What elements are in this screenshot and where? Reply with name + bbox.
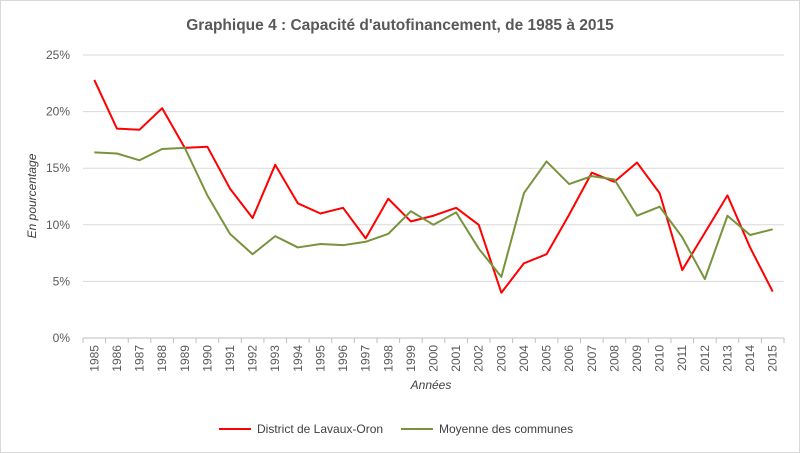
x-tick-label: 1992 xyxy=(246,345,260,372)
legend: District de Lavaux-Oron Moyenne des comm… xyxy=(219,422,573,436)
x-tick-label: 2007 xyxy=(585,345,599,372)
x-tick-label: 2000 xyxy=(427,345,441,372)
x-tick-label: 1993 xyxy=(268,345,282,372)
y-tick-label: 5% xyxy=(53,274,71,288)
gridlines xyxy=(83,54,784,339)
legend-label-moyenne: Moyenne des communes xyxy=(439,422,573,436)
x-tick-label: 2012 xyxy=(698,345,712,372)
x-tick-label: 1999 xyxy=(404,345,418,372)
x-tick-label: 1994 xyxy=(291,345,305,372)
x-tick-label: 2003 xyxy=(494,345,508,372)
x-tick-label: 1986 xyxy=(110,345,124,372)
y-tick-label: 10% xyxy=(46,218,70,232)
x-tick-label: 1995 xyxy=(313,345,327,372)
x-axis-ticks: 1985 1986 1987 1988 1989 1990 1991 1992 1993 1994… xyxy=(82,338,785,372)
x-tick-label: 1997 xyxy=(359,345,373,372)
y-axis-label: En pourcentage xyxy=(25,153,39,238)
x-tick-label: 1991 xyxy=(223,345,237,372)
x-tick-label: 1985 xyxy=(87,345,101,372)
x-tick-label: 2004 xyxy=(517,345,531,372)
x-tick-label: 2008 xyxy=(607,345,621,372)
x-tick-label: 2006 xyxy=(562,345,576,372)
x-tick-label: 2009 xyxy=(630,345,644,372)
x-tick-label: 1998 xyxy=(381,345,395,372)
x-tick-label: 2014 xyxy=(743,345,757,372)
x-axis-label: Années xyxy=(410,378,452,392)
x-tick-label: 1987 xyxy=(133,345,147,372)
x-tick-label: 1996 xyxy=(336,345,350,372)
x-tick-label: 2015 xyxy=(766,345,780,372)
y-axis-ticks: 0% 5% 10% 15% 20% 25% xyxy=(46,48,70,345)
x-tick-label: 2013 xyxy=(720,345,734,372)
series-line-0 xyxy=(93,79,774,294)
x-tick-label: 2005 xyxy=(540,345,554,372)
x-tick-label: 2001 xyxy=(449,345,463,372)
x-tick-label: 2002 xyxy=(472,345,486,372)
y-tick-label: 0% xyxy=(53,331,71,345)
x-tick-label: 1989 xyxy=(178,345,192,372)
y-tick-label: 15% xyxy=(46,161,70,175)
chart-title: Graphique 4 : Capacité d'autofinancement… xyxy=(186,17,614,34)
y-tick-label: 20% xyxy=(46,105,70,119)
series-lines xyxy=(93,79,774,294)
x-tick-label: 2010 xyxy=(653,345,667,372)
x-tick-label: 2011 xyxy=(675,345,689,371)
y-tick-label: 25% xyxy=(46,48,70,62)
x-tick-label: 1988 xyxy=(155,345,169,372)
legend-label-district: District de Lavaux-Oron xyxy=(257,422,383,436)
x-tick-label: 1990 xyxy=(200,345,214,372)
series-line-1 xyxy=(94,146,773,281)
